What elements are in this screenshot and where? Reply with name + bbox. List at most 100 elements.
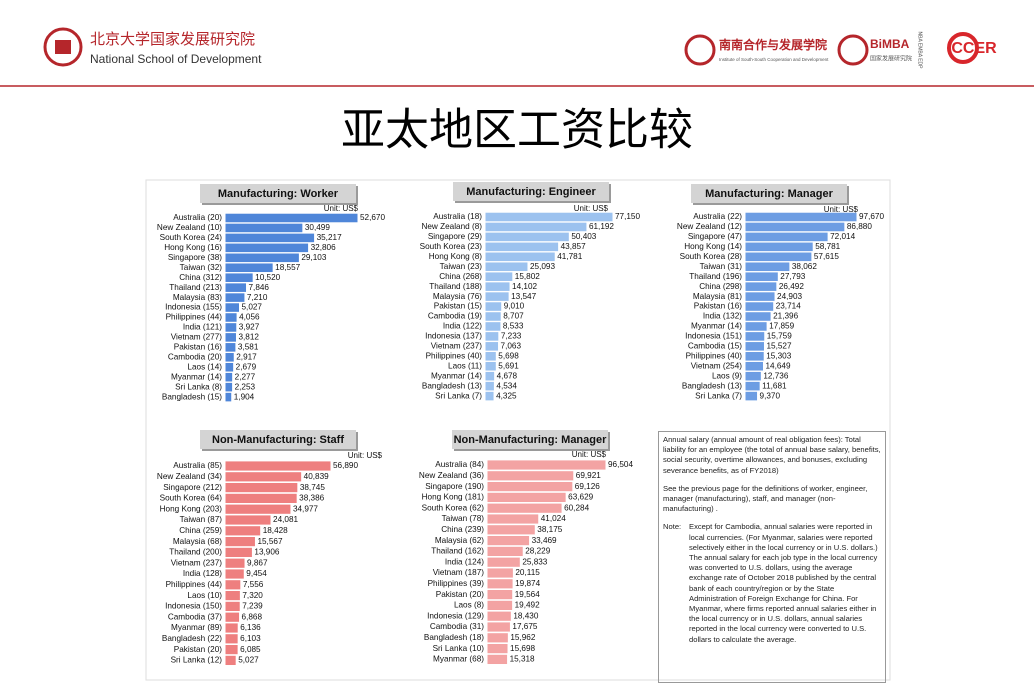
- bar: [225, 504, 291, 514]
- chart-title: Manufacturing: Worker: [218, 188, 339, 200]
- bar: [225, 580, 241, 590]
- bar: [485, 371, 495, 381]
- bar: [485, 302, 502, 311]
- bar: [225, 601, 240, 612]
- category-label: Cambodia (19): [428, 312, 482, 321]
- category-label: Indonesia (150): [165, 602, 222, 611]
- category-label: Hong Kong (8): [429, 252, 483, 261]
- category-label: Singapore (38): [168, 253, 222, 262]
- category-label: Taiwan (23): [440, 262, 483, 271]
- note-label: Note:: [663, 522, 682, 532]
- category-label: Vietnam (237): [431, 342, 483, 351]
- bar: [225, 569, 244, 579]
- category-label: Philippines (40): [686, 351, 743, 360]
- value-label: 18,430: [513, 611, 538, 620]
- bar: [487, 471, 574, 481]
- bimba: BiMBA: [870, 37, 910, 51]
- category-label: New Zealand (12): [677, 222, 742, 231]
- category-label: Malaysia (83): [173, 293, 222, 302]
- chart-title-box: [691, 184, 847, 203]
- bar: [225, 243, 309, 253]
- value-label: 33,469: [532, 536, 557, 545]
- category-label: New Zealand (34): [157, 472, 222, 481]
- bar: [225, 233, 315, 243]
- category-label: Sri Lanka (10): [433, 644, 485, 653]
- category-label: Taiwan (31): [700, 262, 743, 271]
- value-label: 86,880: [847, 222, 872, 231]
- value-label: 50,403: [571, 232, 596, 241]
- bar: [745, 332, 765, 341]
- value-label: 3,812: [238, 333, 259, 342]
- value-label: 17,675: [512, 622, 537, 631]
- bar: [485, 242, 559, 252]
- category-label: Singapore (47): [688, 232, 742, 241]
- note-box: Annual salary (annual amount of real obl…: [658, 431, 886, 683]
- value-label: 2,679: [236, 362, 257, 371]
- bar: [225, 372, 233, 382]
- value-label: 41,781: [557, 252, 582, 261]
- category-label: Pakistan (15): [434, 302, 483, 311]
- bar: [745, 322, 767, 331]
- category-label: Laos (8): [454, 601, 484, 610]
- category-label: Myanmar (14): [691, 322, 742, 331]
- category-label: Indonesia (129): [427, 611, 484, 620]
- bar: [487, 481, 573, 492]
- category-label: China (239): [441, 525, 484, 534]
- value-label: 15,527: [766, 342, 791, 351]
- bimba-cn: 国家发展研究院: [870, 55, 912, 63]
- bar: [745, 371, 761, 381]
- category-label: China (268): [439, 272, 482, 281]
- category-label: India (121): [183, 323, 222, 332]
- value-label: 1,904: [234, 392, 255, 401]
- value-label: 5,027: [242, 303, 263, 312]
- category-label: Laos (14): [187, 362, 222, 371]
- bar: [225, 612, 240, 622]
- bar: [225, 223, 303, 233]
- bar: [485, 292, 509, 301]
- value-label: 56,890: [333, 461, 358, 470]
- bar: [485, 391, 494, 401]
- category-label: Indonesia (151): [685, 332, 742, 341]
- value-label: 38,745: [300, 483, 325, 492]
- category-label: Myanmar (14): [431, 371, 482, 380]
- value-label: 6,103: [240, 634, 261, 643]
- value-label: 7,556: [243, 580, 264, 589]
- value-label: 15,303: [766, 351, 791, 360]
- value-label: 7,063: [501, 342, 522, 351]
- category-label: South Korea (64): [160, 494, 223, 503]
- category-label: Philippines (39): [428, 579, 485, 588]
- bar: [485, 361, 496, 371]
- value-label: 29,103: [301, 253, 326, 262]
- category-label: Vietnam (254): [691, 361, 743, 370]
- bar: [225, 213, 358, 223]
- value-label: 63,629: [568, 493, 593, 502]
- category-label: China (298): [699, 282, 742, 291]
- bar: [485, 222, 587, 232]
- bar: [745, 342, 764, 351]
- category-label: Myanmar (89): [171, 623, 222, 632]
- bar: [225, 644, 238, 655]
- bar: [745, 262, 790, 272]
- category-label: South Korea (62): [422, 503, 485, 512]
- bar: [487, 546, 523, 557]
- bar: [225, 655, 236, 666]
- category-label: South Korea (28): [680, 252, 743, 261]
- value-label: 21,396: [773, 312, 798, 321]
- category-label: Bangladesh (13): [422, 381, 482, 390]
- bar: [745, 212, 857, 222]
- category-label: Bangladesh (15): [162, 392, 222, 401]
- category-label: Sri Lanka (7): [435, 391, 482, 400]
- bar: [487, 622, 510, 632]
- value-label: 5,027: [238, 656, 259, 665]
- category-label: Singapore (212): [163, 483, 222, 492]
- value-label: 15,567: [257, 537, 282, 546]
- bar: [745, 302, 774, 311]
- value-label: 7,233: [501, 332, 522, 341]
- value-label: 77,150: [615, 212, 640, 221]
- bar: [485, 352, 496, 361]
- category-label: Sri Lanka (8): [175, 382, 222, 391]
- bar: [745, 381, 760, 391]
- value-label: 60,284: [564, 503, 589, 512]
- bar: [745, 361, 763, 371]
- bar: [485, 322, 501, 331]
